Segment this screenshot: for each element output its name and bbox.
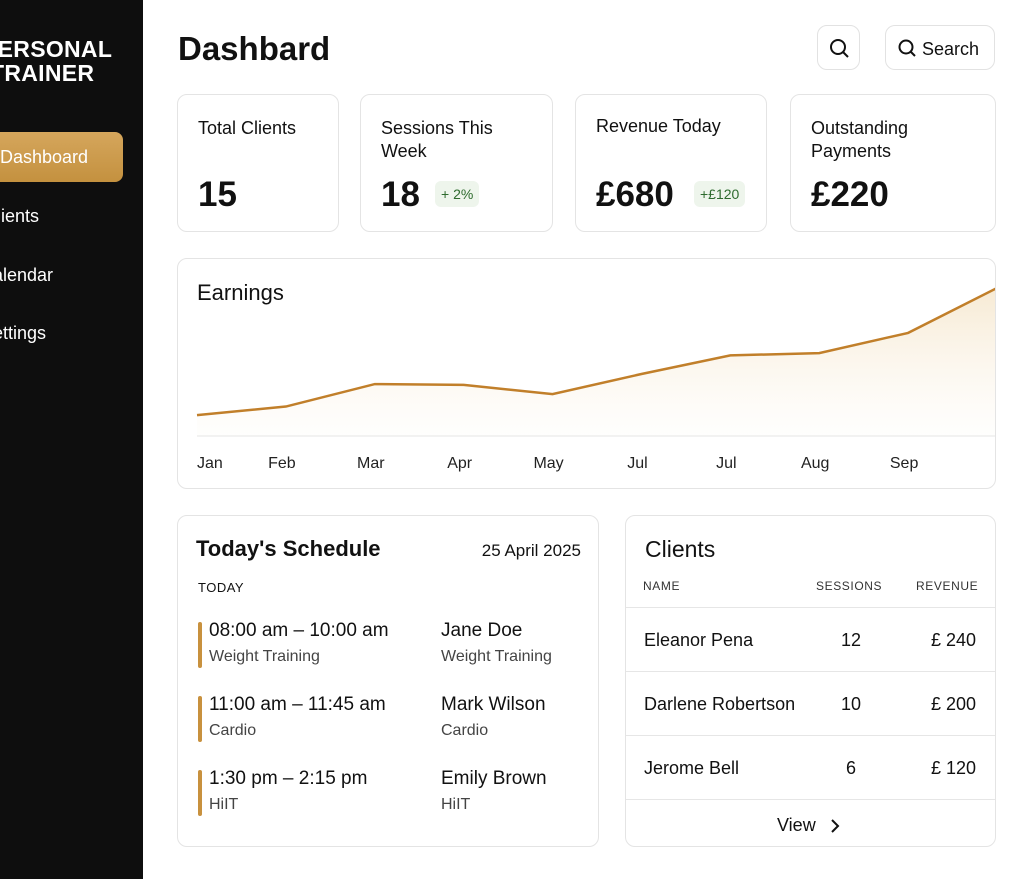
x-tick-label: Aug <box>801 455 829 472</box>
stat-change: +£120 <box>694 181 746 207</box>
schedule-client: Emily Brown HiIT <box>441 768 547 814</box>
x-tick-label: Jan <box>197 455 223 472</box>
table-row: Eleanor Pena 12 £ 240 <box>626 607 995 671</box>
revenue: £ 200 <box>930 694 976 714</box>
sessions: 10 <box>840 694 862 714</box>
client-name: Jerome Bell <box>644 758 740 778</box>
area <box>197 288 995 436</box>
nav-item[interactable]: Settings <box>0 323 47 343</box>
search-label: Search <box>922 39 980 59</box>
x-tick-label: Feb <box>268 455 296 472</box>
schedule-item: 1:30 pm – 2:15 pm HiIT <box>209 768 367 814</box>
stat-label: Revenue Today <box>596 116 721 136</box>
schedule-title: Today's Schedule <box>196 536 381 561</box>
column-header: NAME <box>643 579 681 593</box>
client-name: Darlene Robertson <box>644 694 796 714</box>
line <box>196 287 995 417</box>
brand: TRAINER <box>0 60 95 86</box>
accent-bar <box>198 770 202 816</box>
stat-card: Total Clients 15 <box>177 94 339 232</box>
x-tick-label: Mar <box>357 455 385 472</box>
client-type: Weight Training <box>441 648 552 665</box>
stat-value: 15 <box>198 175 237 214</box>
page-title: Dashbard <box>178 30 331 67</box>
stat-value: 18 <box>381 175 420 214</box>
sessions: 6 <box>845 758 856 778</box>
brand: PERSONAL <box>0 36 113 62</box>
stat-value: £680 <box>596 175 674 214</box>
stat-label: Sessions This Week <box>381 118 493 161</box>
session-type: Weight Training <box>209 648 320 665</box>
search-icon <box>898 39 916 57</box>
accent-bar <box>198 622 202 668</box>
stat-card: Outstanding Payments £220 <box>790 94 996 232</box>
client-name: Eleanor Pena <box>644 630 754 650</box>
x-tick-label: May <box>533 455 563 472</box>
icon-button[interactable] <box>817 25 860 70</box>
session-type: Cardio <box>209 722 257 739</box>
revenue: £ 120 <box>930 758 976 778</box>
nav-item[interactable]: Dashboard <box>0 132 123 182</box>
x-tick-label: Jul <box>627 455 647 472</box>
sidebar: PERSONAL TRAINER Dashboard Clients Calen… <box>0 0 143 879</box>
client-type: HiIT <box>441 796 471 813</box>
stat-change: + 2% <box>435 181 480 207</box>
stat-label: Outstanding Payments <box>811 118 909 161</box>
stat-card: Sessions This Week 18 + 2% <box>360 94 553 232</box>
nav-item[interactable]: Clients <box>0 206 40 226</box>
client-type: Cardio <box>441 722 489 739</box>
session-time: 1:30 pm – 2:15 pm <box>209 768 368 789</box>
chevron <box>831 819 840 833</box>
view-label: View <box>777 815 816 835</box>
search-icon <box>830 39 849 58</box>
schedule-item: 08:00 am – 10:00 am Weight Training <box>209 620 389 666</box>
session-time: 08:00 am – 10:00 am <box>209 620 389 641</box>
x-tick-label: Apr <box>447 455 473 472</box>
stat-value: £220 <box>811 175 889 214</box>
revenue: £ 240 <box>930 630 976 650</box>
column-header: SESSIONS <box>816 579 883 593</box>
stat-label: Total Clients <box>198 118 297 138</box>
table-row: Darlene Robertson 10 £ 200 <box>626 671 995 735</box>
view-link[interactable]: View <box>626 799 995 846</box>
x-tick-label: Sep <box>890 455 919 472</box>
earnings-card: Earnings Jan Feb Mar Apr May Jul Jul Aug Sep <box>177 258 996 489</box>
schedule-date: 25 April 2025 <box>481 541 581 560</box>
schedule-client: Jane Doe Weight Training <box>441 620 552 666</box>
session-type: HiIT <box>209 796 239 813</box>
schedule-card: Today's Schedule 25 April 2025 TODAY 08:… <box>177 515 599 847</box>
session-time: 11:00 am – 11:45 am <box>209 694 386 715</box>
chart: Jan Feb Mar Apr May Jul Jul Aug Sep <box>196 287 995 472</box>
clients-card: Clients NAME SESSIONS REVENUE Eleanor Pe… <box>625 515 996 847</box>
chart-title: Earnings <box>197 280 284 305</box>
client-name: Mark Wilson <box>441 694 546 715</box>
clients-title: Clients <box>645 536 716 562</box>
sessions: 12 <box>840 630 862 650</box>
schedule-client: Mark Wilson Cardio <box>441 694 546 740</box>
stat-card: Revenue Today £680 +£120 <box>575 94 767 232</box>
x-tick-label: Jul <box>716 455 736 472</box>
client-name: Jane Doe <box>441 620 523 641</box>
section-label: TODAY <box>198 580 245 595</box>
client-name: Emily Brown <box>441 768 547 789</box>
accent-bar <box>198 696 202 742</box>
table-row: Jerome Bell 6 £ 120 <box>626 735 995 799</box>
search-button[interactable]: Search <box>885 25 995 70</box>
nav-item[interactable]: Calendar <box>0 265 54 285</box>
schedule-item: 11:00 am – 11:45 am Cardio <box>209 694 386 740</box>
column-header: REVENUE <box>916 579 979 593</box>
